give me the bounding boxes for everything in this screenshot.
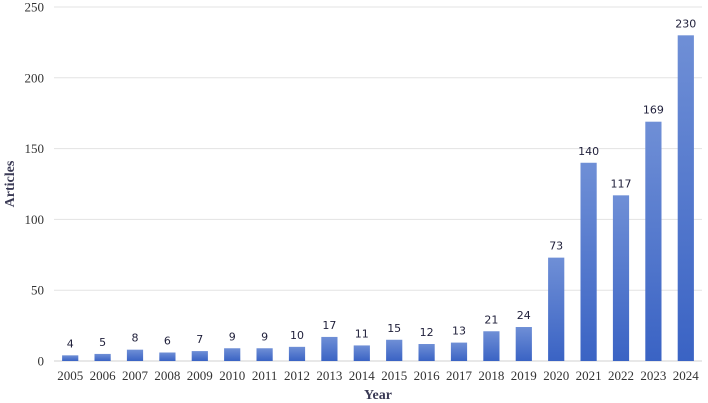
bar-2022: [612, 195, 630, 361]
x-axis-title: Year: [364, 388, 392, 403]
x-tick-label: 2018: [478, 368, 504, 383]
bar-2016: [418, 344, 435, 361]
x-tick-label: 2008: [154, 368, 180, 383]
y-tick-label: 100: [25, 212, 45, 227]
bar-2015: [386, 339, 403, 361]
data-label-2007: 8: [132, 332, 139, 345]
x-tick-label: 2019: [511, 368, 537, 383]
x-tick-label: 2022: [608, 368, 634, 383]
x-tick-label: 2017: [446, 368, 473, 383]
bar-2014: [353, 345, 370, 361]
bar-2005: [62, 355, 79, 361]
x-tick-label: 2024: [673, 368, 700, 383]
y-tick-label: 0: [38, 354, 45, 369]
bar-2019: [515, 327, 532, 361]
data-label-2010: 9: [229, 330, 236, 343]
gridlines: [54, 6, 702, 362]
x-tick-label: 2007: [122, 368, 149, 383]
bar-2020: [548, 257, 565, 361]
y-tick-label: 50: [31, 283, 44, 298]
data-label-2024: 230: [675, 17, 696, 30]
bar-2010: [224, 348, 241, 361]
data-label-2006: 5: [99, 336, 106, 349]
y-tick-label: 150: [25, 141, 45, 156]
bar-2009: [191, 351, 208, 361]
bar-2024: [677, 35, 694, 361]
x-tick-label: 2016: [414, 368, 441, 383]
x-tick-label: 2005: [57, 368, 83, 383]
data-label-2015: 15: [387, 322, 401, 335]
data-label-2014: 11: [355, 327, 369, 340]
data-label-2022: 117: [611, 177, 632, 190]
bar-2013: [321, 336, 338, 361]
data-label-2021: 140: [578, 145, 599, 158]
x-tick-label: 2006: [90, 368, 117, 383]
bars: [62, 35, 694, 361]
y-axis-title: Articles: [3, 160, 18, 207]
data-labels: 4 5 8 6 7 9 9 10 17 11 15 12 13 21 24 73 140 117 169 230: [67, 17, 697, 350]
y-tick-label: 250: [25, 0, 45, 15]
data-label-2009: 7: [196, 333, 203, 346]
data-label-2016: 12: [420, 326, 434, 339]
x-tick-label: 2012: [284, 368, 310, 383]
data-label-2005: 4: [67, 337, 74, 350]
x-tick-label: 2013: [316, 368, 342, 383]
x-tick-label: 2009: [187, 368, 213, 383]
y-tick-label: 200: [25, 70, 45, 85]
bar-2006: [94, 353, 111, 361]
bar-2017: [450, 342, 468, 361]
data-label-2020: 73: [549, 240, 563, 253]
data-label-2018: 21: [484, 313, 498, 326]
x-tick-label: 2011: [252, 368, 278, 383]
data-label-2012: 10: [290, 329, 304, 342]
bar-2008: [159, 352, 176, 361]
x-tick-label: 2020: [543, 368, 569, 383]
data-label-2023: 169: [643, 104, 664, 117]
bar-2012: [288, 346, 306, 361]
data-label-2011: 9: [261, 330, 268, 343]
data-label-2019: 24: [517, 309, 531, 322]
x-tick-label: 2014: [349, 368, 376, 383]
x-tick-label: 2023: [640, 368, 666, 383]
x-tick-label: 2015: [381, 368, 407, 383]
x-tick-label: 2021: [576, 368, 602, 383]
data-label-2017: 13: [452, 325, 466, 338]
data-label-2013: 17: [322, 319, 336, 332]
bar-2023: [645, 121, 662, 361]
bar-2007: [126, 349, 144, 361]
bar-2011: [256, 348, 273, 361]
bar-2021: [580, 162, 597, 361]
x-tick-label: 2010: [219, 368, 245, 383]
data-label-2008: 6: [164, 335, 171, 348]
y-axis: 0 50 100 150 200 250: [25, 0, 45, 369]
x-axis: 2005 2006 2007 2008 2009 2010 2011 2012 2013 2014…: [57, 368, 699, 383]
bar-2018: [483, 331, 500, 361]
